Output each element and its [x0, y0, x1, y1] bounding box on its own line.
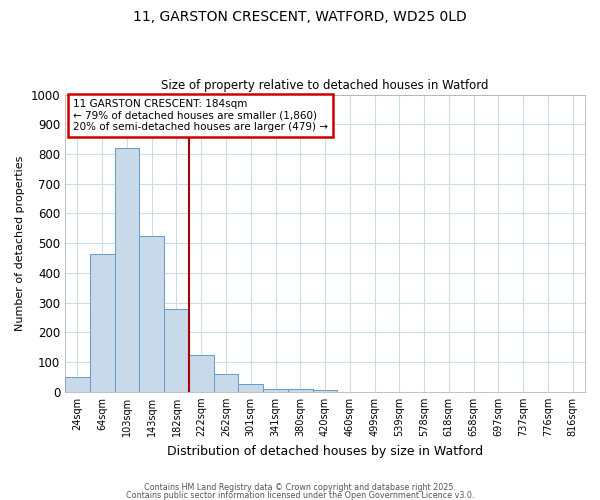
- Bar: [139, 236, 164, 392]
- Text: 11 GARSTON CRESCENT: 184sqm
← 79% of detached houses are smaller (1,860)
20% of : 11 GARSTON CRESCENT: 184sqm ← 79% of det…: [73, 99, 328, 132]
- Bar: [313, 390, 337, 392]
- Bar: [65, 377, 90, 392]
- Bar: [288, 389, 313, 392]
- Bar: [263, 389, 288, 392]
- X-axis label: Distribution of detached houses by size in Watford: Distribution of detached houses by size …: [167, 444, 483, 458]
- Text: Contains public sector information licensed under the Open Government Licence v3: Contains public sector information licen…: [126, 490, 474, 500]
- Text: 11, GARSTON CRESCENT, WATFORD, WD25 0LD: 11, GARSTON CRESCENT, WATFORD, WD25 0LD: [133, 10, 467, 24]
- Bar: [90, 254, 115, 392]
- Title: Size of property relative to detached houses in Watford: Size of property relative to detached ho…: [161, 79, 489, 92]
- Y-axis label: Number of detached properties: Number of detached properties: [15, 156, 25, 331]
- Text: Contains HM Land Registry data © Crown copyright and database right 2025.: Contains HM Land Registry data © Crown c…: [144, 484, 456, 492]
- Bar: [214, 374, 238, 392]
- Bar: [189, 354, 214, 392]
- Bar: [164, 308, 189, 392]
- Bar: [238, 384, 263, 392]
- Bar: [115, 148, 139, 392]
